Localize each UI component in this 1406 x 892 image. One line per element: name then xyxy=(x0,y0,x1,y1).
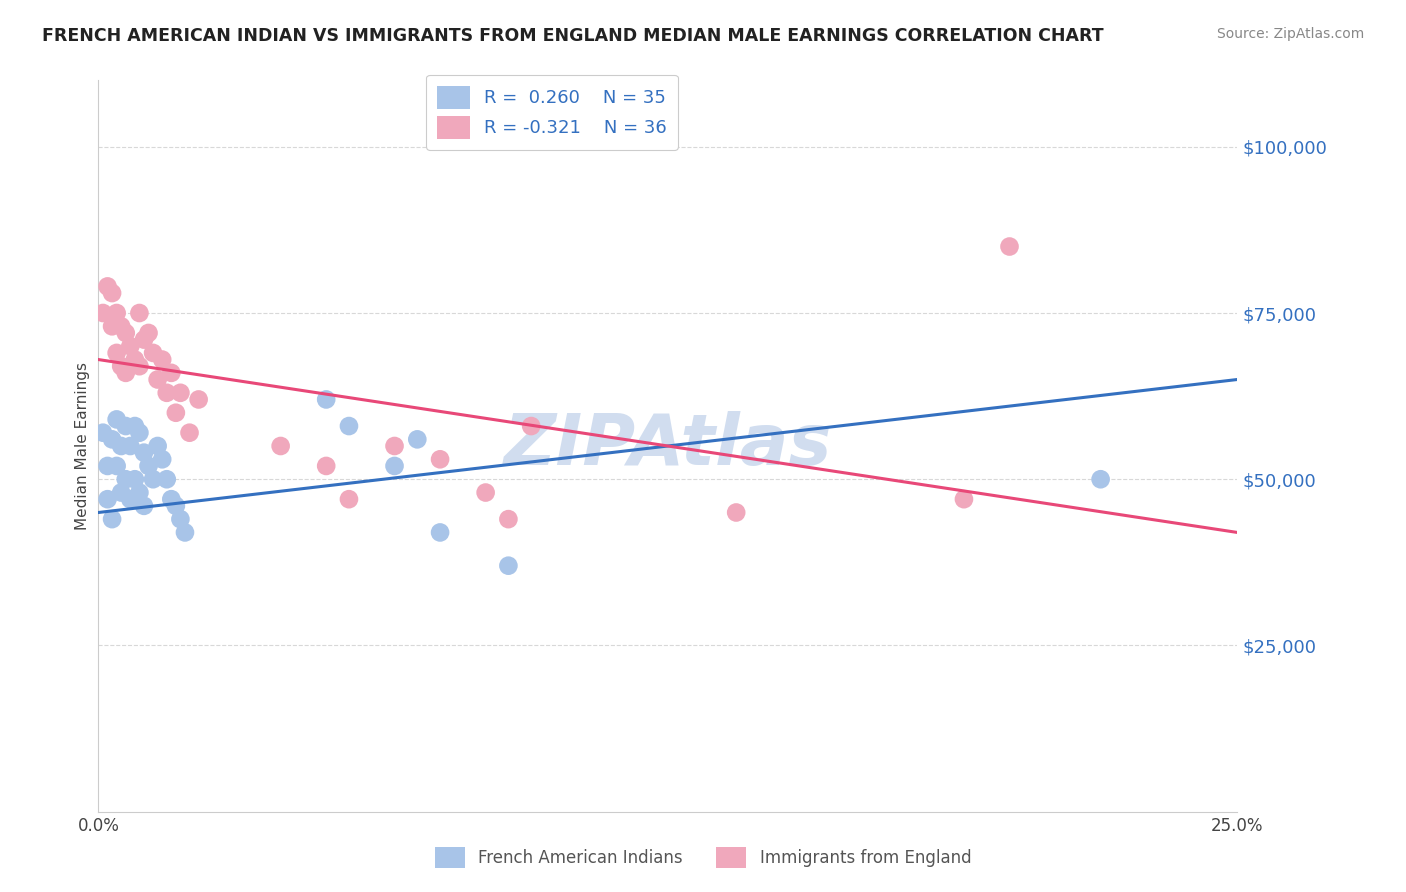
Point xyxy=(105,458,128,473)
Point xyxy=(110,359,132,374)
Point xyxy=(91,425,114,440)
Point xyxy=(179,425,201,440)
Point xyxy=(114,366,136,380)
Point xyxy=(120,439,142,453)
Point xyxy=(725,506,748,520)
Point xyxy=(110,485,132,500)
Point xyxy=(169,385,191,400)
Point xyxy=(165,406,187,420)
Point xyxy=(101,319,124,334)
Point xyxy=(120,339,142,353)
Point xyxy=(174,525,197,540)
Legend: French American Indians, Immigrants from England: French American Indians, Immigrants from… xyxy=(429,840,977,875)
Point xyxy=(132,333,155,347)
Point xyxy=(132,499,155,513)
Point xyxy=(187,392,209,407)
Point xyxy=(110,439,132,453)
Point xyxy=(101,512,124,526)
Point xyxy=(520,419,543,434)
Point xyxy=(124,419,146,434)
Point xyxy=(105,306,128,320)
Point xyxy=(156,385,179,400)
Point xyxy=(337,492,360,507)
Text: FRENCH AMERICAN INDIAN VS IMMIGRANTS FROM ENGLAND MEDIAN MALE EARNINGS CORRELATI: FRENCH AMERICAN INDIAN VS IMMIGRANTS FRO… xyxy=(42,27,1104,45)
Text: Source: ZipAtlas.com: Source: ZipAtlas.com xyxy=(1216,27,1364,41)
Point xyxy=(337,419,360,434)
Point xyxy=(128,425,150,440)
Point xyxy=(142,346,165,360)
Point xyxy=(101,433,124,447)
Point xyxy=(384,439,406,453)
Y-axis label: Median Male Earnings: Median Male Earnings xyxy=(75,362,90,530)
Point xyxy=(315,392,337,407)
Point xyxy=(142,472,165,486)
Point xyxy=(96,279,118,293)
Point xyxy=(132,445,155,459)
Point xyxy=(105,346,128,360)
Point xyxy=(160,366,183,380)
Point xyxy=(124,472,146,486)
Point xyxy=(429,452,451,467)
Point xyxy=(114,472,136,486)
Point xyxy=(146,439,169,453)
Point xyxy=(110,319,132,334)
Point xyxy=(101,286,124,301)
Point xyxy=(498,512,520,526)
Point xyxy=(165,499,187,513)
Point xyxy=(128,306,150,320)
Point xyxy=(91,306,114,320)
Point xyxy=(169,512,191,526)
Point xyxy=(128,359,150,374)
Point xyxy=(114,326,136,340)
Legend: R =  0.260    N = 35, R = -0.321    N = 36: R = 0.260 N = 35, R = -0.321 N = 36 xyxy=(426,75,678,150)
Point xyxy=(474,485,496,500)
Point xyxy=(124,352,146,367)
Point xyxy=(146,372,169,386)
Point xyxy=(96,458,118,473)
Point xyxy=(315,458,337,473)
Point xyxy=(384,458,406,473)
Point xyxy=(156,472,179,486)
Point xyxy=(406,433,429,447)
Point xyxy=(128,485,150,500)
Point xyxy=(953,492,976,507)
Point xyxy=(105,412,128,426)
Point xyxy=(96,492,118,507)
Point xyxy=(498,558,520,573)
Point xyxy=(138,458,160,473)
Point xyxy=(150,452,173,467)
Point xyxy=(150,352,173,367)
Point xyxy=(114,419,136,434)
Point xyxy=(270,439,292,453)
Point xyxy=(429,525,451,540)
Point xyxy=(160,492,183,507)
Text: ZIPAtlas: ZIPAtlas xyxy=(503,411,832,481)
Point xyxy=(138,326,160,340)
Point xyxy=(120,492,142,507)
Point xyxy=(998,239,1021,253)
Point xyxy=(1090,472,1112,486)
